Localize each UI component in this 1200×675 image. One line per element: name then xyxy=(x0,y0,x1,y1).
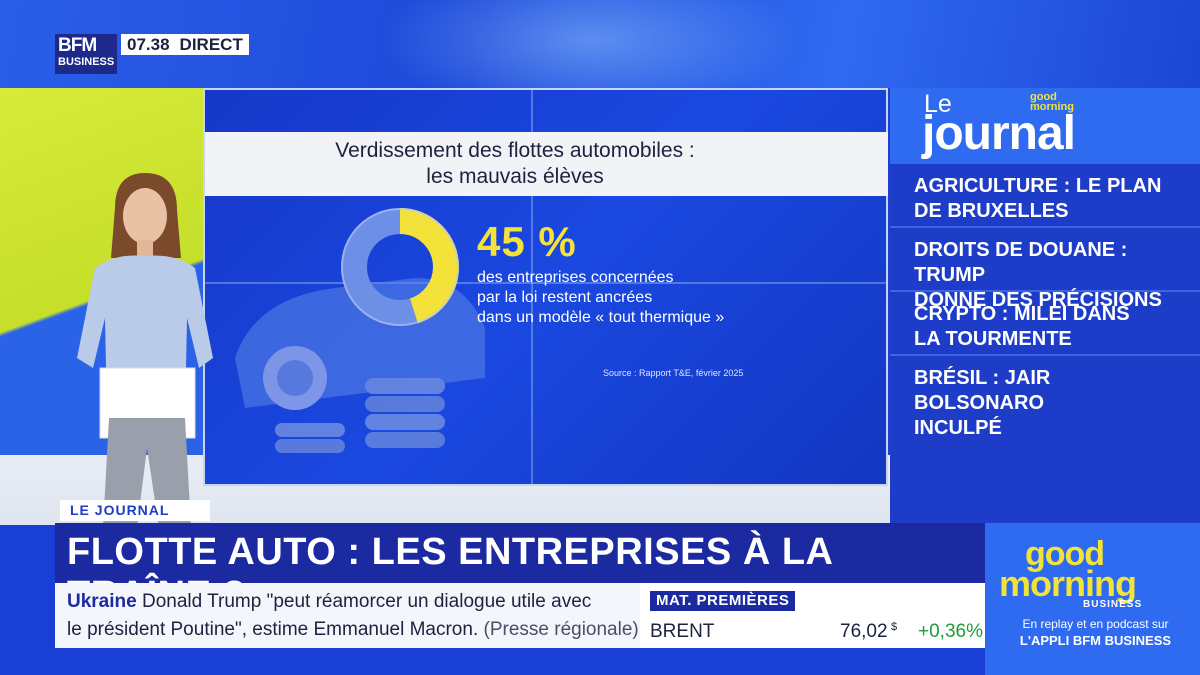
market-item-name: BRENT xyxy=(650,621,715,642)
infographic-title: Verdissement des flottes automobiles : l… xyxy=(205,138,825,190)
good-morning-mini-logo: good morning xyxy=(1030,91,1074,113)
donut-filled-arc xyxy=(341,208,459,326)
percent-donut-chart xyxy=(341,208,459,326)
segment-tag: LE JOURNAL xyxy=(60,500,210,521)
journal-header: Le journal good morning xyxy=(890,88,1200,164)
description-line: dans un modèle « tout thermique » xyxy=(477,309,725,326)
headline-line: inculpé xyxy=(914,417,1002,439)
headline-line: la tourmente xyxy=(914,328,1072,350)
ticker-source: (Presse régionale) xyxy=(483,619,639,640)
promo-replay-text: En replay et en podcast sur xyxy=(1022,617,1169,631)
wall-seam xyxy=(205,282,886,284)
wall-seam xyxy=(531,90,533,484)
bottom-strip xyxy=(0,648,985,675)
clock-live-badge: 07.38 DIRECT xyxy=(121,34,249,55)
sidebar-headline: Brésil : Jair Bolsonaro inculpé xyxy=(890,358,1200,439)
headline-line: de Bruxelles xyxy=(914,200,1069,222)
ticker-text: Donald Trump "peut réamorcer un dialogue… xyxy=(141,591,592,612)
news-ticker: Ukraine Donald Trump "peut réamorcer un … xyxy=(55,583,640,648)
headline-line: Crypto : Milei dans xyxy=(914,303,1130,325)
headline-line: donne des précisions xyxy=(914,289,1162,311)
clock-time: 07.38 xyxy=(127,35,170,54)
video-wall-infographic: Verdissement des flottes automobiles : l… xyxy=(203,88,888,486)
good-morning-promo: good morning BUSINESS En replay et en po… xyxy=(985,523,1200,675)
infographic-title-line2: les mauvais élèves xyxy=(426,165,604,188)
headline-percentage: 45 % xyxy=(477,218,577,265)
market-category-label: MAT. PREMIÈRES xyxy=(650,591,796,611)
live-label: DIRECT xyxy=(179,35,243,54)
market-item-value: 76,02 xyxy=(840,621,888,642)
logo-bfm-text: BFM xyxy=(58,35,97,56)
journal-title: journal xyxy=(922,107,1076,160)
description-line: des entreprises concernées xyxy=(477,269,674,286)
market-ticker: MAT. PREMIÈRES BRENT 76,02 $ +0,36% xyxy=(640,583,985,648)
bfm-business-logo: BFM BUSINESS xyxy=(55,34,117,74)
market-currency: $ xyxy=(891,621,898,633)
mini-logo-morning: morning xyxy=(1030,101,1074,113)
description-line: par la loi restent ancrées xyxy=(477,289,653,306)
market-change: +0,36% xyxy=(918,621,983,642)
promo-morning: morning xyxy=(999,563,1137,604)
source-note: Source : Rapport T&E, février 2025 xyxy=(603,368,744,378)
promo-business: BUSINESS xyxy=(1083,599,1143,610)
sidebar-headline: Agriculture : le plan de Bruxelles xyxy=(890,166,1200,228)
headline-line: Droits de douane : Trump xyxy=(914,239,1128,286)
infographic-title-bar xyxy=(205,132,888,196)
mini-logo-good: good xyxy=(1030,91,1057,103)
ticker-topic: Ukraine xyxy=(67,591,137,612)
headline-line: Agriculture : le plan xyxy=(914,175,1162,197)
ticker-line2: le président Poutine", estime Emmanuel M… xyxy=(67,619,639,641)
presenter-figure xyxy=(77,173,213,528)
headline-line: Brésil : Jair Bolsonaro xyxy=(914,367,1051,414)
ticker-text: le président Poutine", estime Emmanuel M… xyxy=(67,619,479,640)
journal-sidebar: Le journal good morning Agriculture : le… xyxy=(890,88,1200,523)
ticker-line1: Ukraine Donald Trump "peut réamorcer un … xyxy=(67,591,591,613)
sidebar-headline: Crypto : Milei dans la tourmente xyxy=(890,294,1200,356)
main-headline-bar: FLOTTE AUTO : LES ENTREPRISES À LA TRAÎN… xyxy=(55,523,985,616)
infographic-title-line1: Verdissement des flottes automobiles : xyxy=(335,139,695,162)
promo-good: good xyxy=(1025,535,1105,573)
journal-le-text: Le xyxy=(924,90,952,118)
promo-app-text: L'APPLI BFM BUSINESS xyxy=(1019,633,1172,648)
sidebar-headline: Droits de douane : Trump donne des préci… xyxy=(890,230,1200,311)
percentage-description: des entreprises concernées par la loi re… xyxy=(477,268,797,328)
logo-business-text: BUSINESS xyxy=(58,56,115,68)
